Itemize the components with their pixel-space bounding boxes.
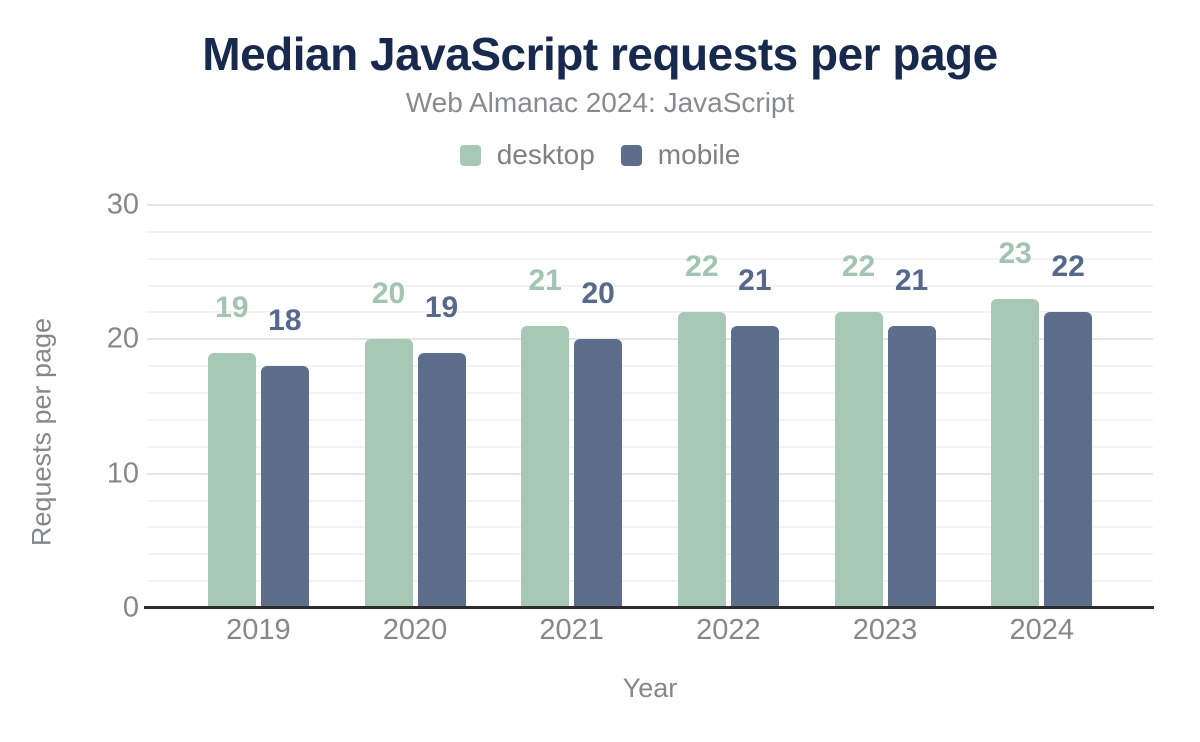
desktop-legend-swatch bbox=[459, 144, 481, 166]
gridline-24 bbox=[147, 284, 1153, 287]
bar-value-label-mobile-2019: 18 bbox=[268, 304, 302, 338]
bar-group-2019: 19 18 bbox=[180, 205, 337, 608]
mobile-legend-swatch bbox=[620, 144, 642, 166]
gridline-20 bbox=[147, 338, 1153, 341]
bar-value-label-mobile-2020: 19 bbox=[424, 290, 459, 324]
x-axis-tick-labels: 2019 2020 2021 2022 2023 2024 bbox=[180, 616, 1120, 645]
bars-row: 19 18 20 19 21 20 22 21 22 21 23 22 bbox=[180, 205, 1120, 608]
y-tick-label-10: 10 bbox=[106, 457, 139, 490]
x-tick-label-2019: 2019 bbox=[226, 614, 291, 646]
x-axis-line bbox=[144, 606, 1154, 609]
chart-subtitle: Web Almanac 2024: JavaScript bbox=[405, 87, 795, 118]
bar-mobile-2020[interactable]: 19 bbox=[417, 292, 466, 608]
gridline-26 bbox=[147, 257, 1153, 260]
gridline-2 bbox=[147, 580, 1153, 583]
bar-desktop-2019[interactable]: 19 bbox=[207, 292, 256, 608]
bar-value-label-mobile-2024: 22 bbox=[1051, 250, 1085, 284]
bar-group-2022: 22 21 bbox=[650, 205, 807, 608]
bar-desktop-2020[interactable]: 20 bbox=[364, 279, 413, 608]
bar-value-label-desktop-2020: 20 bbox=[371, 277, 406, 311]
x-axis-title: Year bbox=[622, 673, 678, 703]
bar-value-label-mobile-2022: 21 bbox=[738, 263, 772, 297]
bar-desktop-2021[interactable]: 21 bbox=[521, 265, 570, 608]
x-tick-label-2020: 2020 bbox=[382, 614, 448, 646]
gridline-8 bbox=[147, 499, 1153, 502]
gridline-12 bbox=[147, 445, 1153, 448]
bar-mobile-2022[interactable]: 21 bbox=[730, 265, 779, 608]
gridline-10 bbox=[147, 472, 1153, 475]
bar-desktop-2022[interactable]: 22 bbox=[677, 252, 726, 608]
bar-value-label-desktop-2021: 21 bbox=[528, 263, 562, 297]
y-tick-label-20: 20 bbox=[106, 322, 139, 355]
gridline-6 bbox=[147, 526, 1153, 529]
bar-desktop-2023[interactable]: 22 bbox=[834, 252, 883, 608]
gridline-4 bbox=[147, 553, 1153, 556]
chart-title: Median JavaScript requests per page bbox=[202, 28, 998, 80]
legend: desktop mobile bbox=[0, 141, 1200, 169]
gridline-16 bbox=[147, 392, 1153, 395]
y-tick-label-30: 30 bbox=[106, 188, 139, 221]
bar-value-label-desktop-2022: 22 bbox=[685, 250, 719, 284]
x-tick-label-2023: 2023 bbox=[852, 614, 918, 646]
plot-area: 19 18 20 19 21 20 22 21 22 21 23 22 0 10 20 30 bbox=[107, 190, 1154, 622]
bar-mobile-2019[interactable]: 18 bbox=[260, 306, 309, 608]
x-tick-label-2021: 2021 bbox=[539, 614, 604, 646]
bar-group-2021: 21 20 bbox=[493, 205, 650, 608]
bar-group-2020: 20 19 bbox=[337, 205, 494, 608]
bar-group-2024: 23 22 bbox=[963, 205, 1120, 608]
bar-value-label-mobile-2023: 21 bbox=[894, 263, 929, 297]
bar-mobile-2024[interactable]: 22 bbox=[1044, 252, 1093, 608]
y-axis-title: Requests per page bbox=[26, 317, 57, 547]
legend-label-mobile: mobile bbox=[657, 139, 741, 170]
gridline-28 bbox=[147, 230, 1153, 233]
legend-label-desktop: desktop bbox=[496, 139, 595, 170]
y-tick-label-0: 0 bbox=[122, 591, 139, 624]
bar-mobile-2021[interactable]: 20 bbox=[574, 279, 623, 608]
bar-group-2023: 22 21 bbox=[807, 205, 964, 608]
bar-value-label-desktop-2024: 23 bbox=[998, 237, 1032, 271]
x-tick-label-2022: 2022 bbox=[696, 614, 761, 646]
gridline-14 bbox=[147, 418, 1153, 421]
gridline-30 bbox=[147, 204, 1153, 206]
legend-item-desktop[interactable]: desktop bbox=[459, 139, 595, 170]
bar-value-label-mobile-2021: 20 bbox=[581, 277, 615, 311]
bar-mobile-2023[interactable]: 21 bbox=[887, 265, 936, 608]
bar-desktop-2024[interactable]: 23 bbox=[991, 239, 1040, 608]
gridline-22 bbox=[147, 311, 1153, 314]
legend-item-mobile[interactable]: mobile bbox=[620, 139, 741, 170]
gridline-18 bbox=[147, 365, 1153, 368]
bar-value-label-desktop-2023: 22 bbox=[841, 250, 876, 284]
x-tick-label-2024: 2024 bbox=[1009, 614, 1074, 646]
bar-value-label-desktop-2019: 19 bbox=[215, 290, 249, 324]
